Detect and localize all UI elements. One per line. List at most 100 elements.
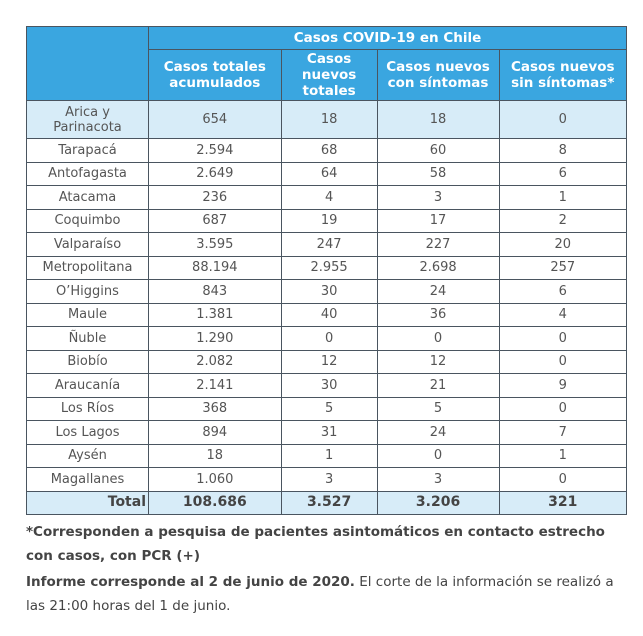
value-cell: 0: [498, 100, 628, 139]
column-header: Casos totales acumulados: [148, 49, 282, 101]
value-cell: 247: [280, 232, 378, 257]
value-cell: 68: [280, 138, 378, 163]
table-row: Coquimbo 687 19 17 2: [26, 208, 628, 233]
value-cell: 2.141: [148, 373, 282, 398]
value-cell: 894: [148, 420, 282, 445]
table-row: Tarapacá 2.594 68 60 8: [26, 138, 628, 163]
region-cell: Arica y Parinacota: [26, 100, 149, 139]
value-cell: 36: [376, 302, 500, 327]
table-title: Casos COVID-19 en Chile: [148, 26, 627, 50]
value-cell: 1: [498, 185, 628, 210]
table-row: O’Higgins 843 30 24 6: [26, 279, 628, 304]
value-cell: 0: [498, 396, 628, 421]
value-cell: 108.686: [148, 490, 282, 515]
value-cell: 88.194: [148, 255, 282, 280]
value-cell: 227: [376, 232, 500, 257]
value-cell: 3.527: [280, 490, 378, 515]
table-row: Maule 1.381 40 36 4: [26, 302, 628, 327]
total-row: Total 108.686 3.527 3.206 321: [26, 490, 628, 515]
region-cell: Araucanía: [26, 373, 149, 398]
value-cell: 1.381: [148, 302, 282, 327]
table-row: Antofagasta 2.649 64 58 6: [26, 161, 628, 186]
value-cell: 1.290: [148, 326, 282, 351]
region-cell: Ñuble: [26, 326, 149, 351]
region-cell: Tarapacá: [26, 138, 149, 163]
value-cell: 7: [498, 420, 628, 445]
table-row: Valparaíso 3.595 247 227 20: [26, 232, 628, 257]
region-cell: Atacama: [26, 185, 149, 210]
region-cell: Metropolitana: [26, 255, 149, 280]
value-cell: 236: [148, 185, 282, 210]
value-cell: 0: [280, 326, 378, 351]
value-cell: 21: [376, 373, 500, 398]
column-header: Casos nuevos con síntomas: [376, 49, 500, 101]
value-cell: 64: [280, 161, 378, 186]
value-cell: 654: [148, 100, 282, 139]
region-header: [26, 26, 149, 101]
value-cell: 2: [498, 208, 628, 233]
value-cell: 257: [498, 255, 628, 280]
column-header: Casos nuevos totales: [280, 49, 378, 101]
value-cell: 2.594: [148, 138, 282, 163]
value-cell: 3: [280, 467, 378, 492]
value-cell: 18: [376, 100, 500, 139]
region-cell: Total: [26, 490, 149, 515]
value-cell: 2.955: [280, 255, 378, 280]
report-note: Informe corresponde al 2 de junio de 202…: [26, 574, 614, 614]
value-cell: 12: [376, 349, 500, 374]
value-cell: 6: [498, 279, 628, 304]
value-cell: 30: [280, 279, 378, 304]
value-cell: 3: [376, 185, 500, 210]
region-cell: Aysén: [26, 443, 149, 468]
table-row: Los Ríos 368 5 5 0: [26, 396, 628, 421]
table-row: Arica y Parinacota 654 18 18 0: [26, 100, 628, 139]
region-cell: Valparaíso: [26, 232, 149, 257]
value-cell: 1: [280, 443, 378, 468]
value-cell: 2.082: [148, 349, 282, 374]
table-row: Aysén 18 1 0 1: [26, 443, 628, 468]
region-cell: Maule: [26, 302, 149, 327]
table-row: Los Lagos 894 31 24 7: [26, 420, 628, 445]
value-cell: 5: [376, 396, 500, 421]
value-cell: 0: [376, 326, 500, 351]
value-cell: 1.060: [148, 467, 282, 492]
value-cell: 18: [280, 100, 378, 139]
value-cell: 8: [498, 138, 628, 163]
region-cell: Los Lagos: [26, 420, 149, 445]
value-cell: 3.595: [148, 232, 282, 257]
value-cell: 2.649: [148, 161, 282, 186]
value-cell: 19: [280, 208, 378, 233]
value-cell: 5: [280, 396, 378, 421]
value-cell: 40: [280, 302, 378, 327]
value-cell: 6: [498, 161, 628, 186]
value-cell: 0: [376, 443, 500, 468]
value-cell: 0: [498, 326, 628, 351]
value-cell: 0: [498, 349, 628, 374]
table-row: Magallanes 1.060 3 3 0: [26, 467, 628, 492]
value-cell: 321: [498, 490, 628, 515]
value-cell: 24: [376, 420, 500, 445]
table-row: Metropolitana 88.194 2.955 2.698 257: [26, 255, 628, 280]
value-cell: 687: [148, 208, 282, 233]
value-cell: 24: [376, 279, 500, 304]
table-row: Biobío 2.082 12 12 0: [26, 349, 628, 374]
table-row: Ñuble 1.290 0 0 0: [26, 326, 628, 351]
value-cell: 9: [498, 373, 628, 398]
region-cell: Los Ríos: [26, 396, 149, 421]
value-cell: 3.206: [376, 490, 500, 515]
value-cell: 843: [148, 279, 282, 304]
value-cell: 4: [280, 185, 378, 210]
region-cell: O’Higgins: [26, 279, 149, 304]
region-cell: Biobío: [26, 349, 149, 374]
covid-cases-table: Casos COVID-19 en Chile Casos totales ac…: [26, 26, 628, 515]
value-cell: 20: [498, 232, 628, 257]
value-cell: 368: [148, 396, 282, 421]
footnote: *Corresponden a pesquisa de pacientes as…: [26, 524, 605, 564]
value-cell: 18: [148, 443, 282, 468]
value-cell: 4: [498, 302, 628, 327]
region-cell: Coquimbo: [26, 208, 149, 233]
value-cell: 2.698: [376, 255, 500, 280]
table-row: Araucanía 2.141 30 21 9: [26, 373, 628, 398]
region-cell: Magallanes: [26, 467, 149, 492]
region-cell: Antofagasta: [26, 161, 149, 186]
